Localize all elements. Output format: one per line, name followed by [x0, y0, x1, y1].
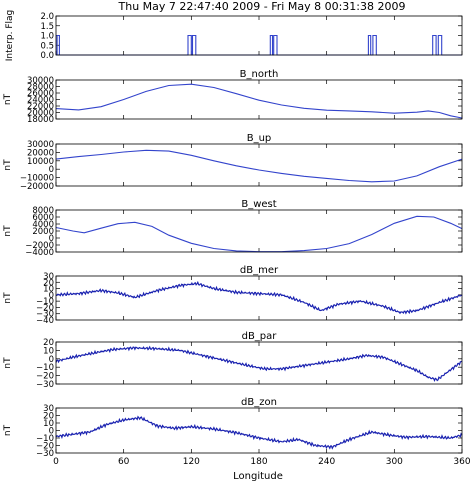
panel-b_north: B_north nT 1800020000220002400026000280003…	[3, 69, 463, 125]
y-tick-label-db_par: −30	[36, 380, 54, 390]
y-tick-label-flag: 0.5	[40, 41, 54, 51]
y-tick-label-b_north: 18000	[27, 115, 54, 125]
y-tick-label-b_north: 22000	[27, 102, 54, 112]
axes-frame-flag	[55, 15, 463, 56]
y-tick-label-b_north: 26000	[27, 89, 54, 99]
y-tick-label-flag: 0.0	[40, 51, 54, 61]
y-tick-label-db_zon: 30	[43, 404, 54, 414]
panel-title-db_mer: dB_mer	[240, 265, 279, 276]
y-axis-label-db_par: nT	[3, 357, 13, 369]
axes-frame-db_zon	[55, 407, 463, 454]
y-tick-label-db_zon: 20	[43, 412, 54, 422]
y-tick-label-db_par: −10	[36, 363, 54, 373]
y-tick-label-db_zon: 0	[49, 427, 54, 437]
y-tick-label-b_west: −2000	[25, 241, 54, 251]
x-axis-label: Longitude	[233, 471, 283, 482]
y-tick-label-flag: 1.5	[40, 22, 54, 32]
y-tick-label-db_par: 20	[43, 338, 54, 348]
x-tick-label: 300	[386, 457, 403, 467]
panels: Interp. Flag 0.00.51.01.52.0B_northnT1800…	[3, 10, 471, 467]
x-tick-label: 0	[53, 457, 59, 467]
y-tick-label-b_north: 24000	[27, 96, 54, 106]
y-tick-label-b_up: 0	[49, 165, 54, 175]
y-tick-label-b_north: 28000	[27, 83, 54, 93]
y-tick-label-db_zon: 10	[43, 419, 54, 429]
y-tick-label-db_mer: 30	[43, 272, 54, 282]
y-tick-label-db_zon: −30	[36, 449, 54, 459]
y-tick-label-db_par: 10	[43, 346, 54, 356]
axes-frame-b_north	[55, 79, 463, 120]
axes-frame-b_up	[55, 143, 463, 187]
axes-frame-b_west	[55, 209, 463, 253]
series-line-db_mer	[55, 280, 463, 315]
panel-title-b_north: B_north	[240, 69, 279, 80]
y-tick-label-flag: 1.0	[40, 32, 54, 42]
y-axis-label-db_zon: nT	[3, 424, 13, 436]
y-axis-label-db_mer: nT	[3, 292, 13, 304]
panel-flag: Interp. Flag 0.00.51.01.52.0	[5, 10, 463, 61]
y-axis-label-b_west: nT	[3, 225, 13, 237]
y-tick-label-b_west: 2000	[32, 227, 54, 237]
y-axis-label-flag: Interp. Flag	[5, 10, 15, 61]
x-tick-label: 120	[183, 457, 200, 467]
y-tick-label-db_mer: −10	[36, 297, 54, 307]
y-tick-label-b_north: 20000	[27, 109, 54, 119]
y-tick-label-db_zon: −10	[36, 434, 54, 444]
y-tick-label-db_par: 0	[49, 355, 54, 365]
series-line-b_up	[55, 149, 463, 183]
series-line-db_par	[55, 345, 463, 382]
y-tick-label-db_mer: 0	[49, 291, 54, 301]
y-tick-label-b_north: 30000	[27, 76, 54, 86]
y-tick-label-b_west: 8000	[32, 206, 54, 216]
series-line-db_zon	[55, 415, 463, 450]
y-axis-label-b_north: nT	[3, 93, 13, 105]
series-line-b_west	[55, 215, 463, 253]
series-line-flag	[56, 34, 462, 56]
y-tick-label-b_up: 30000	[27, 140, 54, 150]
y-tick-label-db_mer: −40	[36, 316, 54, 326]
y-tick-label-flag: 2.0	[40, 12, 54, 22]
panel-title-b_west: B_west	[241, 199, 276, 210]
series-line-b_north	[55, 83, 463, 119]
y-tick-label-b_up: −20000	[20, 182, 54, 192]
x-tick-label: 360	[453, 457, 470, 467]
panel-title-db_zon: dB_zon	[241, 397, 277, 408]
y-tick-label-b_up: −10000	[20, 174, 54, 184]
y-tick-label-db_mer: −20	[36, 303, 54, 313]
y-tick-label-b_up: 10000	[27, 157, 54, 167]
figure-title: Thu May 7 22:47:40 2009 - Fri May 8 00:3…	[118, 0, 406, 13]
y-tick-label-b_west: 6000	[32, 213, 54, 223]
y-tick-label-b_west: −4000	[25, 248, 54, 258]
y-axis-label-b_up: nT	[3, 159, 13, 171]
y-tick-label-b_west: 4000	[32, 220, 54, 230]
x-tick-label: 240	[318, 457, 335, 467]
panel-title-b_up: B_up	[247, 133, 272, 144]
y-tick-label-b_up: 20000	[27, 148, 54, 158]
y-tick-label-db_mer: −30	[36, 310, 54, 320]
panel-title-db_par: dB_par	[242, 331, 278, 342]
y-tick-label-db_mer: 20	[43, 278, 54, 288]
y-tick-label-db_zon: −20	[36, 442, 54, 452]
axes-frame-db_mer	[55, 275, 463, 321]
x-tick-label: 180	[250, 457, 267, 467]
y-tick-label-db_par: −20	[36, 372, 54, 382]
y-tick-label-b_west: 0	[49, 234, 54, 244]
y-tick-label-db_mer: 10	[43, 285, 54, 295]
axes-frame-db_par	[55, 341, 463, 385]
x-tick-label: 60	[118, 457, 130, 467]
